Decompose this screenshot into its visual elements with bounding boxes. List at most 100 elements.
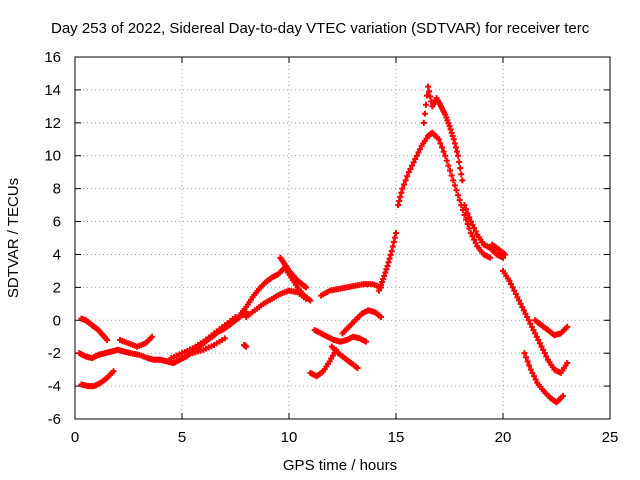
data-point: [506, 277, 513, 284]
data-point: [437, 140, 444, 147]
y-tick-label: -4: [48, 378, 61, 395]
data-point: [461, 211, 468, 218]
data-point: [381, 272, 388, 279]
x-tick-label: 10: [281, 429, 298, 446]
data-point: [396, 197, 403, 204]
data-point: [439, 144, 446, 151]
data-point: [386, 255, 393, 262]
x-tick-label: 15: [388, 429, 405, 446]
series-arc-e: [168, 313, 239, 362]
data-point: [363, 338, 370, 345]
data-point: [410, 159, 417, 166]
data-point: [524, 358, 531, 365]
data-point: [532, 330, 539, 337]
data-point: [457, 165, 464, 172]
data-point: [559, 392, 566, 399]
data-point: [382, 269, 389, 276]
data-point: [420, 119, 427, 126]
data-point: [524, 313, 531, 320]
data-point: [110, 368, 117, 375]
data-point: [521, 350, 528, 357]
data-point: [455, 192, 462, 199]
data-point: [471, 236, 478, 243]
data-point: [425, 83, 432, 90]
data-point: [466, 214, 473, 221]
plot-frame: [74, 56, 611, 420]
data-point: [417, 146, 424, 153]
y-tick-label: 2: [53, 279, 61, 296]
x-tick-label: 5: [178, 429, 186, 446]
data-point: [564, 360, 571, 367]
y-axis-label: SDTVAR / TECUs: [5, 178, 22, 298]
data-point: [456, 197, 463, 204]
data-point: [514, 294, 521, 301]
y-tick-label: 10: [44, 148, 61, 165]
series-arc-u: [500, 267, 571, 376]
data-point: [421, 110, 428, 117]
data-point: [448, 172, 455, 179]
y-tick-label: 14: [44, 82, 61, 99]
data-point: [522, 310, 529, 317]
series-arc-o: [339, 307, 385, 337]
x-axis-label: GPS time / hours: [283, 457, 397, 474]
data-point: [412, 156, 419, 163]
data-point: [389, 243, 396, 250]
data-point: [402, 177, 409, 184]
data-point: [393, 230, 399, 237]
series-arc-h: [243, 287, 310, 320]
y-tick-label: 6: [53, 214, 61, 231]
x-tick-label: 20: [495, 429, 512, 446]
data-point: [435, 136, 442, 143]
data-point: [487, 254, 494, 261]
y-tick-label: 12: [44, 115, 61, 132]
data-point: [378, 313, 385, 320]
data-point: [307, 297, 314, 304]
data-point: [427, 93, 434, 100]
series-arc-w: [532, 317, 571, 339]
series-arc-t: [489, 241, 509, 258]
data-point: [446, 123, 453, 130]
data-point: [413, 152, 420, 159]
data-point: [467, 218, 474, 225]
data-point: [399, 185, 406, 192]
data-point: [541, 350, 548, 357]
y-tick-label: 4: [53, 246, 61, 263]
chart-title: Day 253 of 2022, Sidereal Day-to-day VTE…: [51, 20, 590, 37]
data-point: [528, 323, 535, 330]
data-point: [451, 140, 458, 147]
x-tick-label: 0: [71, 429, 79, 446]
y-tick-label: 16: [44, 49, 61, 66]
x-tick-label: 25: [602, 429, 619, 446]
data-point: [530, 327, 537, 334]
data-point: [397, 193, 404, 200]
data-point: [512, 290, 519, 297]
data-point: [459, 177, 466, 184]
series-arc-r: [420, 83, 466, 184]
data-point: [564, 323, 571, 330]
data-point: [519, 304, 526, 311]
data-point: [426, 88, 433, 95]
data-point: [415, 149, 422, 156]
data-point: [472, 228, 479, 235]
data-point: [303, 284, 310, 291]
series-arc-p: [375, 230, 399, 294]
data-point: [531, 373, 538, 380]
series-arc-v: [521, 350, 566, 406]
data-point: [383, 266, 390, 273]
data-point: [533, 333, 540, 340]
data-point: [452, 144, 459, 151]
data-point: [536, 340, 543, 347]
data-point: [401, 181, 408, 188]
series-arc-j: [241, 341, 250, 350]
data-point: [450, 136, 457, 143]
data-point: [532, 376, 539, 383]
data-point: [463, 216, 470, 223]
data-point: [405, 169, 412, 176]
data-point: [464, 210, 471, 217]
series-arc-l: [311, 327, 370, 345]
y-tick-label: 8: [53, 181, 61, 198]
data-points: [76, 83, 571, 406]
data-point: [535, 337, 542, 344]
data-point: [453, 187, 460, 194]
